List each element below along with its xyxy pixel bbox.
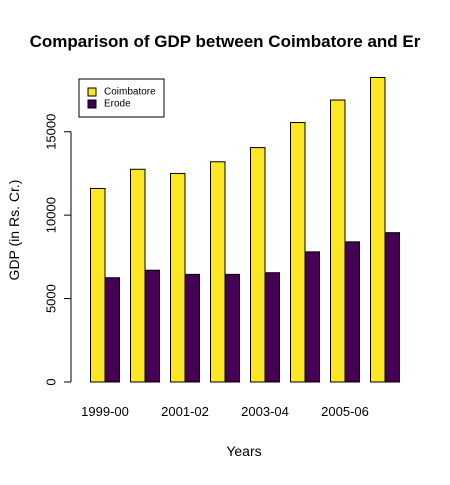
bar-coimbatore-2003-04 xyxy=(250,147,266,383)
bar-coimbatore-2000-01 xyxy=(130,168,146,383)
x-tick-label-2001-02: 2001-02 xyxy=(161,404,209,419)
legend-label-erode: Erode xyxy=(104,99,131,110)
bar-erode-2004-05 xyxy=(304,251,320,383)
y-tick-label-15000: 15000 xyxy=(43,114,58,150)
x-tick-label-2003-04: 2003-04 xyxy=(241,404,289,419)
x-axis: 1999-00 2001-02 2003-04 2005-06 xyxy=(81,404,369,419)
bar-erode-2002-03 xyxy=(224,273,240,383)
x-tick-label-1999-00: 1999-00 xyxy=(81,404,129,419)
bar-coimbatore-2006-07 xyxy=(370,76,386,383)
chart-title: Comparison of GDP between Coimbatore and… xyxy=(30,32,421,51)
y-tick-label-5000: 5000 xyxy=(43,284,58,313)
bar-coimbatore-2001-02 xyxy=(170,172,186,383)
bar-coimbatore-2002-03 xyxy=(210,161,226,383)
bar-erode-2003-04 xyxy=(264,272,280,383)
x-axis-label: Years xyxy=(226,443,261,459)
bar-erode-2001-02 xyxy=(184,273,200,383)
bar-coimbatore-2004-05 xyxy=(290,122,306,383)
bar-erode-1999-00 xyxy=(104,277,120,383)
legend-label-coimbatore: Coimbatore xyxy=(104,87,156,98)
x-tick-label-2005-06: 2005-06 xyxy=(321,404,369,419)
legend-swatch-coimbatore xyxy=(87,87,97,97)
y-tick-label-0: 0 xyxy=(43,378,58,385)
bar-erode-2006-07 xyxy=(384,232,400,383)
legend-swatch-erode xyxy=(87,99,97,109)
bar-coimbatore-1999-00 xyxy=(90,187,106,383)
bar-erode-2005-06 xyxy=(344,241,360,383)
y-axis: 0 5000 10000 15000 xyxy=(43,114,72,386)
y-axis-label: GDP (in Rs. Cr.) xyxy=(6,180,22,281)
bar-coimbatore-2005-06 xyxy=(330,99,346,383)
legend-box xyxy=(78,78,165,118)
y-tick-label-10000: 10000 xyxy=(43,197,58,233)
bars-layer xyxy=(90,76,400,383)
bar-erode-2000-01 xyxy=(144,269,160,383)
